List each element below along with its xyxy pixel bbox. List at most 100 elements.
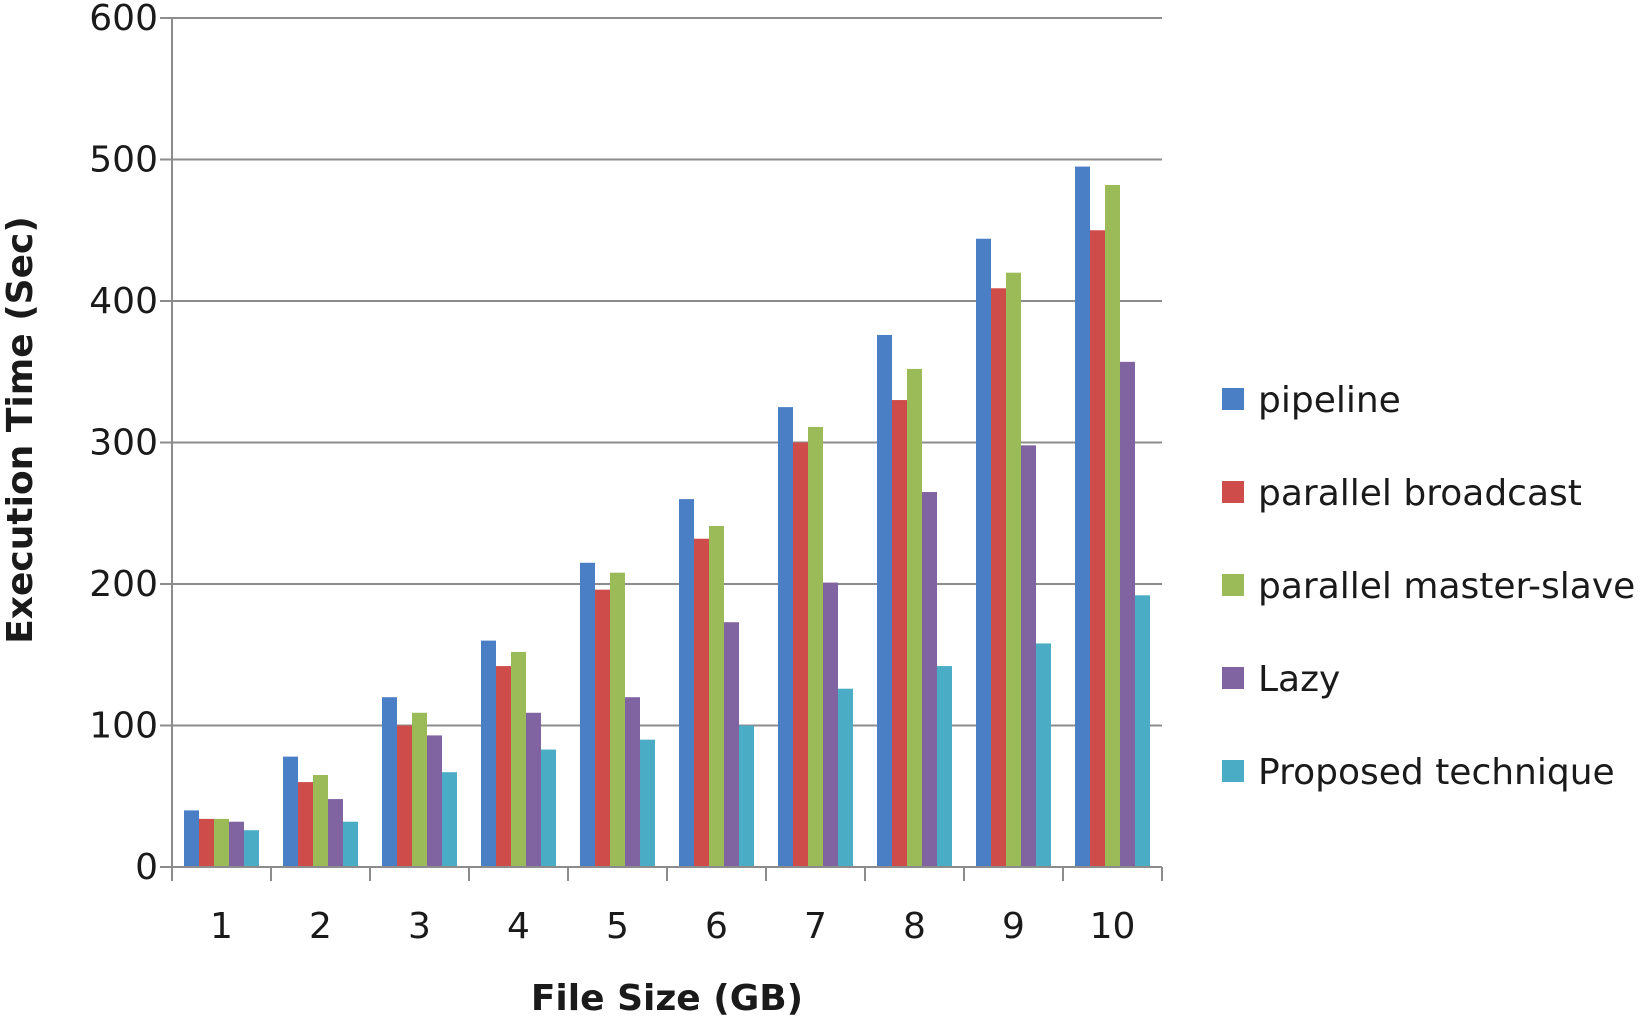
legend-swatch [1222,667,1244,689]
bar [907,368,922,867]
legend-item: parallel master-slave [1222,566,1635,607]
bar [922,492,937,867]
bar-group [580,562,655,867]
bar [1021,445,1036,867]
y-tick-label: 0 [135,847,158,888]
bar [892,400,907,867]
bar [214,818,229,867]
bar-group [976,238,1051,868]
bar [793,442,808,867]
bar [283,756,298,867]
bar [313,775,328,867]
bar [442,772,457,867]
legend-item: Proposed technique [1222,752,1615,793]
bar [229,821,244,867]
bar [328,799,343,867]
bar [427,735,442,867]
legend-swatch [1222,388,1244,410]
bar [1105,184,1120,868]
x-tick-label: 3 [408,906,431,947]
bar [838,688,853,867]
legend-swatch [1222,481,1244,503]
bar [496,666,511,867]
bar [595,589,610,867]
bar-group [1075,166,1150,868]
bar [1120,361,1135,867]
x-tick-label: 2 [309,906,332,947]
bar [625,697,640,867]
bar [1075,166,1090,867]
y-tick-label: 500 [89,140,158,181]
bar-group [679,499,754,867]
bar [1090,230,1105,867]
legend-label: Proposed technique [1258,752,1615,793]
y-tick-label: 300 [89,423,158,464]
bar-group [481,640,556,867]
bar [397,725,412,867]
bar [481,640,496,867]
x-tick-label: 6 [705,906,728,947]
bar-group [382,697,457,867]
bar [976,238,991,868]
x-tick-label: 7 [804,906,827,947]
bars [184,166,1150,868]
axes [160,18,1162,868]
bar [694,538,709,867]
bar-group [283,756,358,867]
bar-group [877,334,952,868]
y-tick-label: 600 [89,0,158,39]
legend-label: parallel master-slave [1258,566,1635,607]
bar [382,697,397,867]
bar [511,651,526,867]
bar [526,712,541,867]
legend-swatch [1222,760,1244,782]
y-axis-title: Execution Time (Sec) [0,216,41,644]
legend-item: pipeline [1222,380,1401,421]
legend-label: pipeline [1258,380,1401,421]
y-tick-label: 200 [89,564,158,605]
y-tick-label: 100 [89,706,158,747]
bar [244,830,259,867]
bar [412,712,427,867]
bar [580,562,595,867]
x-tick-label: 5 [606,906,629,947]
bar [739,725,754,867]
y-tick-labels: 0 100 200 300 400 500 600 [89,0,158,888]
bar [640,739,655,867]
bar [1036,643,1051,867]
x-tick-label: 1 [210,906,233,947]
bar [991,288,1006,867]
bar [298,782,313,867]
legend-swatch [1222,574,1244,596]
x-tick-labels: 1 2 3 4 5 6 7 8 9 10 [171,867,1163,947]
x-tick-label: 4 [507,906,530,947]
bar [724,622,739,867]
bar [808,426,823,867]
x-tick-label: 10 [1090,906,1136,947]
x-tick-label: 9 [1002,906,1025,947]
x-axis-title: File Size (GB) [531,978,803,1019]
x-tick-label: 8 [903,906,926,947]
bar [679,499,694,867]
bar [709,525,724,867]
legend-item: parallel broadcast [1222,473,1582,514]
legend: pipeline parallel broadcast parallel maste… [1222,380,1635,793]
bar [877,334,892,868]
legend-item: Lazy [1222,659,1340,700]
bar [1135,595,1150,867]
bar [778,407,793,867]
legend-label: parallel broadcast [1258,473,1582,514]
y-tick-label: 400 [89,281,158,322]
bar [823,582,838,867]
bar [937,666,952,867]
bar-group [778,407,853,867]
bar [1006,272,1021,867]
bar [184,810,199,867]
bar [541,749,556,867]
bar [610,572,625,867]
legend-label: Lazy [1258,659,1340,700]
bar [199,818,214,867]
bar [343,821,358,867]
bar-group [184,810,259,867]
